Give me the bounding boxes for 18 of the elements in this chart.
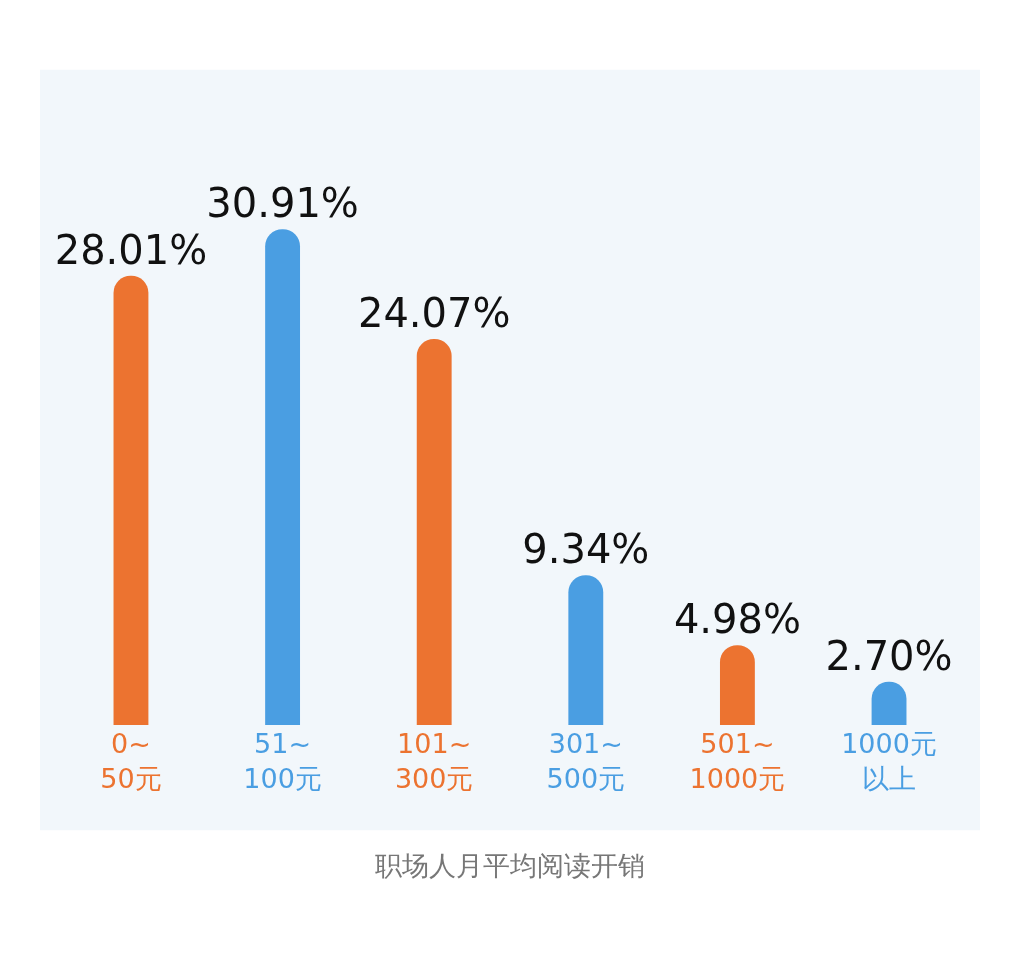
data-label: 30.91% bbox=[206, 180, 359, 227]
data-label: 2.70% bbox=[825, 632, 953, 679]
x-tick-label: 301~ 500元 bbox=[546, 728, 626, 795]
x-tick-label: 51~ 100元 bbox=[243, 728, 322, 795]
bar bbox=[568, 575, 604, 725]
data-label: 24.07% bbox=[357, 289, 511, 336]
data-label: 9.34% bbox=[522, 526, 650, 573]
bar bbox=[265, 229, 301, 725]
x-tick-label: 0~ 50元 bbox=[100, 728, 162, 795]
x-tick-label: 101~ 300元 bbox=[394, 728, 474, 795]
text: 职场人月平均阅读开销 bbox=[375, 850, 645, 881]
data-label: 4.98% bbox=[673, 596, 801, 643]
bar bbox=[416, 338, 452, 725]
x-tick-label: 1000元以上 bbox=[841, 728, 937, 795]
bar bbox=[719, 645, 755, 725]
x-tick-label: 501~ 1000元 bbox=[689, 728, 786, 795]
bar bbox=[113, 275, 149, 725]
data-label: 28.01% bbox=[54, 226, 208, 273]
